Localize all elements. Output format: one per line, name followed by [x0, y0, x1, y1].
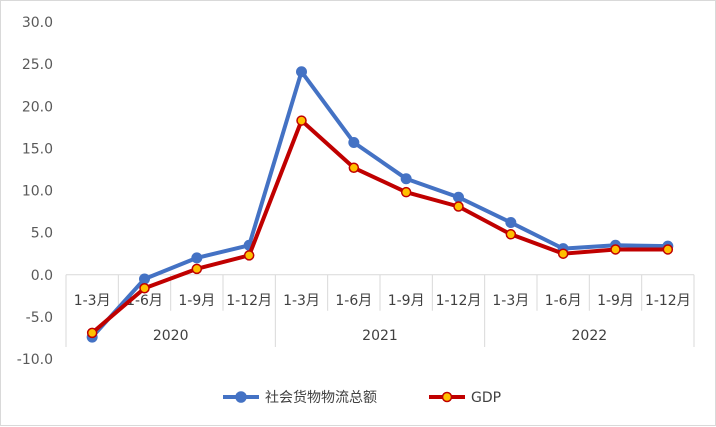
- x-tick-label: 1-6月: [335, 293, 372, 309]
- y-tick-label: 5.0: [31, 226, 53, 242]
- data-point: [139, 282, 150, 294]
- data-point: [139, 273, 150, 285]
- year-group-label: 2022: [572, 328, 608, 344]
- x-tick-label: 1-6月: [545, 293, 582, 309]
- y-tick-label: 15.0: [22, 141, 53, 157]
- series-layer: [86, 66, 674, 343]
- y-tick-label: 0.0: [31, 268, 53, 284]
- legend-swatch-marker: [441, 391, 453, 403]
- year-group-label: 2021: [362, 328, 398, 344]
- data-point: [296, 66, 307, 78]
- data-point: [348, 162, 360, 174]
- legend-item: GDP: [429, 390, 501, 406]
- legend-label: GDP: [471, 390, 501, 406]
- x-tick-label: 1-9月: [178, 293, 215, 309]
- data-point: [400, 173, 412, 185]
- y-axis: 30.0 25.0 20.0 15.0 10.0 5.0 0.0 -5.0 -10.0: [17, 15, 53, 368]
- series-line: [90, 118, 670, 335]
- data-point: [610, 244, 621, 255]
- series-line: [90, 69, 670, 340]
- data-point: [243, 250, 255, 261]
- y-tick-label: 10.0: [22, 184, 53, 200]
- data-point: [191, 252, 203, 264]
- x-tick-label: 1-12月: [226, 293, 272, 309]
- y-tick-label: -5.0: [26, 310, 53, 326]
- data-point: [86, 327, 98, 339]
- year-group-label: 2020: [153, 328, 189, 344]
- y-tick-label: 25.0: [22, 57, 53, 73]
- x-tick-label: 1-3月: [74, 293, 111, 309]
- y-tick-label: 20.0: [22, 99, 53, 115]
- x-tick-label: 1-12月: [436, 293, 482, 309]
- x-tick-label: 1-9月: [597, 293, 634, 309]
- data-point: [662, 244, 674, 255]
- y-tick-label: 30.0: [22, 15, 53, 31]
- data-point: [505, 217, 517, 229]
- x-tick-label: 1-3月: [492, 293, 529, 309]
- data-point: [296, 115, 307, 126]
- x-tick-label: 1-3月: [283, 293, 320, 309]
- x-tick-label: 1-9月: [388, 293, 425, 309]
- legend-item: 社会货物物流总额: [223, 389, 377, 406]
- legend-swatch-marker: [235, 391, 247, 403]
- data-point: [557, 248, 569, 259]
- y-tick-label: -10.0: [17, 352, 53, 368]
- data-point: [191, 263, 203, 275]
- data-point: [505, 229, 517, 240]
- legend: 社会货物物流总额 GDP: [223, 389, 501, 406]
- data-point: [348, 136, 360, 148]
- data-point: [453, 191, 464, 203]
- x-axis: 1-3月 1-6月 1-9月 1-12月 1-3月 1-6月 1-9月 1-12月 1-3月 1-…: [65, 274, 695, 347]
- series-gdp: [86, 115, 674, 339]
- data-point: [453, 201, 464, 212]
- legend-label: 社会货物物流总额: [265, 389, 377, 406]
- data-point: [400, 186, 412, 198]
- x-tick-label: 1-12月: [645, 293, 691, 309]
